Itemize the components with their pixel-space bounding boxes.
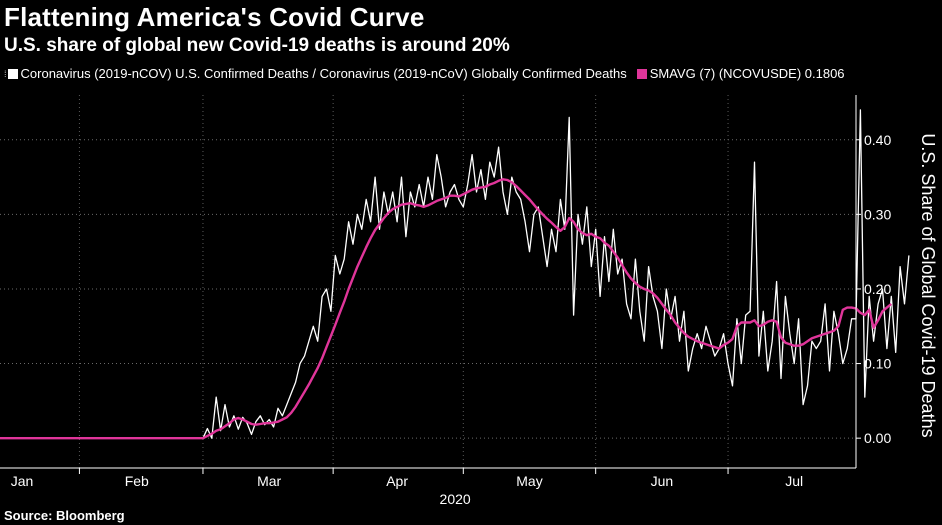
gridlines bbox=[0, 95, 856, 468]
axes: 0.00 0.10 0.20 0.30 0.40 Jan Feb Mar Apr May Jun Ju… bbox=[0, 95, 938, 507]
x-tick-label: Jun bbox=[651, 473, 674, 489]
source-note: Source: Bloomberg bbox=[4, 508, 125, 523]
y-tick-label: 0.40 bbox=[864, 132, 891, 148]
y-tick-label: 0.20 bbox=[864, 281, 891, 297]
series-line-ratio bbox=[0, 109, 910, 439]
y-tick-label: 0.00 bbox=[864, 430, 891, 446]
chart-title: Flattening America's Covid Curve bbox=[4, 2, 425, 32]
legend-marker-icon: ⁞ bbox=[4, 68, 7, 79]
y-axis-title: U.S. Share of Global Covid-19 Deaths bbox=[918, 133, 938, 437]
legend-label-ratio: Coronavirus (2019-nCOV) U.S. Confirmed D… bbox=[20, 66, 627, 81]
x-year-label: 2020 bbox=[440, 491, 471, 507]
x-tick-label: Mar bbox=[257, 473, 281, 489]
series-line-smavg bbox=[0, 178, 893, 440]
legend: ⁞ Coronavirus (2019-nCOV) U.S. Confirmed… bbox=[4, 66, 855, 81]
chart-subtitle: U.S. share of global new Covid-19 deaths… bbox=[4, 35, 510, 56]
x-tick-label: May bbox=[516, 473, 542, 489]
legend-item-smavg: SMAVG (7) (NCOVUSDE) 0.1806 bbox=[636, 66, 845, 81]
x-tick-label: Jan bbox=[11, 473, 34, 489]
y-tick-label: 0.30 bbox=[864, 206, 891, 222]
x-tick-label: Jul bbox=[785, 473, 803, 489]
legend-label-smavg: SMAVG (7) (NCOVUSDE) 0.1806 bbox=[649, 66, 845, 81]
legend-swatch-ratio bbox=[7, 68, 18, 79]
y-tick-label: 0.10 bbox=[864, 356, 891, 372]
legend-swatch-smavg bbox=[636, 68, 647, 79]
x-tick-label: Apr bbox=[386, 473, 408, 489]
series-lines bbox=[0, 109, 910, 440]
legend-item-ratio: ⁞ Coronavirus (2019-nCOV) U.S. Confirmed… bbox=[4, 66, 627, 81]
x-tick-label: Feb bbox=[125, 473, 149, 489]
